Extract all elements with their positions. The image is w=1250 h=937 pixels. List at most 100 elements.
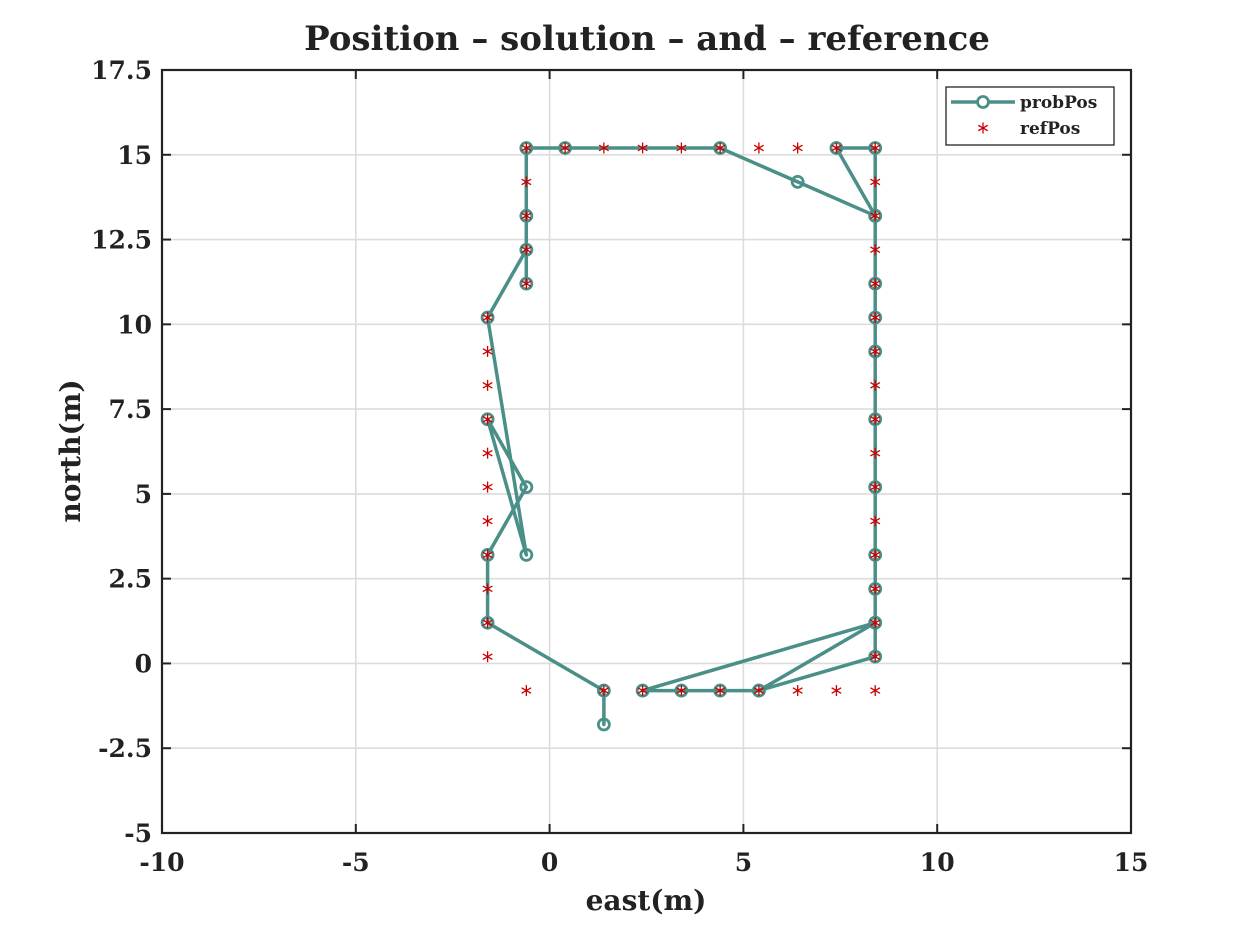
refpos-point <box>870 617 881 629</box>
probpos-point <box>596 717 611 732</box>
refpos-point <box>521 278 532 290</box>
asterisk-stroke <box>482 449 493 457</box>
asterisk-stroke <box>977 124 989 132</box>
legend-refpos-label: refPos <box>1020 119 1080 139</box>
refpos-point <box>521 210 532 222</box>
refpos-point <box>521 685 532 697</box>
y-tick-label: 15 <box>117 141 152 170</box>
refpos-point <box>598 685 609 697</box>
y-tick-label: 2.5 <box>109 565 153 594</box>
refpos-point <box>676 142 687 154</box>
refpos-point <box>870 278 881 290</box>
asterisk-stroke <box>482 619 493 627</box>
y-axis-label: north(m) <box>54 379 87 522</box>
y-tick-label: -2.5 <box>98 734 152 763</box>
refpos-point <box>482 651 493 663</box>
probpos-point <box>519 480 534 495</box>
refpos-point <box>870 515 881 527</box>
legend-box <box>945 86 1115 146</box>
refpos-point <box>482 515 493 527</box>
refpos-point <box>598 142 609 154</box>
refpos-point <box>637 142 648 154</box>
refpos-point <box>870 447 881 459</box>
asterisk-stroke <box>870 382 881 389</box>
refpos-point <box>482 481 493 493</box>
asterisk-stroke <box>598 687 609 694</box>
legend: probPos refPos <box>945 86 1115 146</box>
y-tick-label: 17.5 <box>91 56 152 85</box>
asterisk-stroke <box>870 585 881 593</box>
refpos-point <box>870 176 881 188</box>
asterisk-stroke <box>870 280 881 287</box>
asterisk-stroke <box>870 551 881 559</box>
asterisk-stroke <box>521 246 532 254</box>
chart-title: Position – solution – and – reference <box>304 19 990 59</box>
x-axis-label: east(m) <box>586 884 707 917</box>
y-tick-label: -5 <box>124 819 152 848</box>
refpos-point <box>482 447 493 459</box>
asterisk-stroke <box>870 314 881 321</box>
refpos-point <box>753 142 764 154</box>
refpos-point <box>482 583 493 595</box>
y-tick-label: 12.5 <box>91 226 152 255</box>
refpos-point <box>870 583 881 595</box>
asterisk-stroke <box>870 687 881 694</box>
x-tick-label: -5 <box>342 848 370 877</box>
y-tick-label: 10 <box>117 310 152 339</box>
legend-probpos-label: probPos <box>1020 93 1097 113</box>
refpos-point <box>482 379 493 391</box>
refpos-point <box>482 617 493 629</box>
refpos-point <box>521 142 532 154</box>
asterisk-stroke <box>482 314 493 321</box>
asterisk-stroke <box>521 687 532 694</box>
plot-area <box>162 70 1131 833</box>
x-tick-label: 0 <box>541 848 558 877</box>
asterisk-stroke <box>870 144 881 152</box>
asterisk-stroke <box>482 415 493 423</box>
x-tick-label: -10 <box>139 848 184 877</box>
series-layer <box>480 141 883 732</box>
asterisk-stroke <box>870 517 881 525</box>
refpos-point <box>521 244 532 256</box>
probpos-point <box>519 548 534 562</box>
asterisk-stroke <box>831 144 842 152</box>
asterisk-stroke <box>521 280 532 287</box>
x-tick-label: 15 <box>1114 848 1149 877</box>
asterisk-stroke <box>753 687 764 694</box>
asterisk-stroke <box>753 144 764 152</box>
refpos-point <box>482 413 493 425</box>
asterisk-stroke <box>676 687 687 694</box>
asterisk-stroke <box>870 483 881 491</box>
refpos-point <box>715 685 726 697</box>
asterisk-stroke <box>521 212 532 220</box>
x-tick-label: 10 <box>920 848 955 877</box>
asterisk-stroke <box>482 382 493 389</box>
refpos-point <box>870 379 881 391</box>
refpos-point <box>831 685 842 697</box>
plot-frame <box>160 68 1133 835</box>
asterisk-stroke <box>870 653 881 660</box>
refpos-point <box>870 244 881 256</box>
asterisk-stroke <box>870 246 881 254</box>
refpos-point <box>870 651 881 663</box>
refpos-point <box>870 345 881 357</box>
y-tick-label: 0 <box>135 649 152 678</box>
grid-lines <box>161 69 1132 834</box>
probpos-point <box>790 175 805 189</box>
asterisk-stroke <box>870 212 881 220</box>
asterisk-stroke <box>482 483 493 491</box>
asterisk-stroke <box>637 687 648 694</box>
refpos-point <box>792 142 803 154</box>
asterisk-stroke <box>676 144 687 152</box>
refpos-point <box>870 142 881 154</box>
legend-refpos-marker <box>977 122 989 134</box>
asterisk-stroke <box>482 517 493 525</box>
refpos-point <box>870 685 881 697</box>
refpos-point <box>870 481 881 493</box>
asterisk-stroke <box>715 144 726 152</box>
asterisk-stroke <box>482 585 493 593</box>
asterisk-stroke <box>792 144 803 152</box>
refpos-point <box>482 345 493 357</box>
legend-refpos-asterisk <box>977 122 989 134</box>
